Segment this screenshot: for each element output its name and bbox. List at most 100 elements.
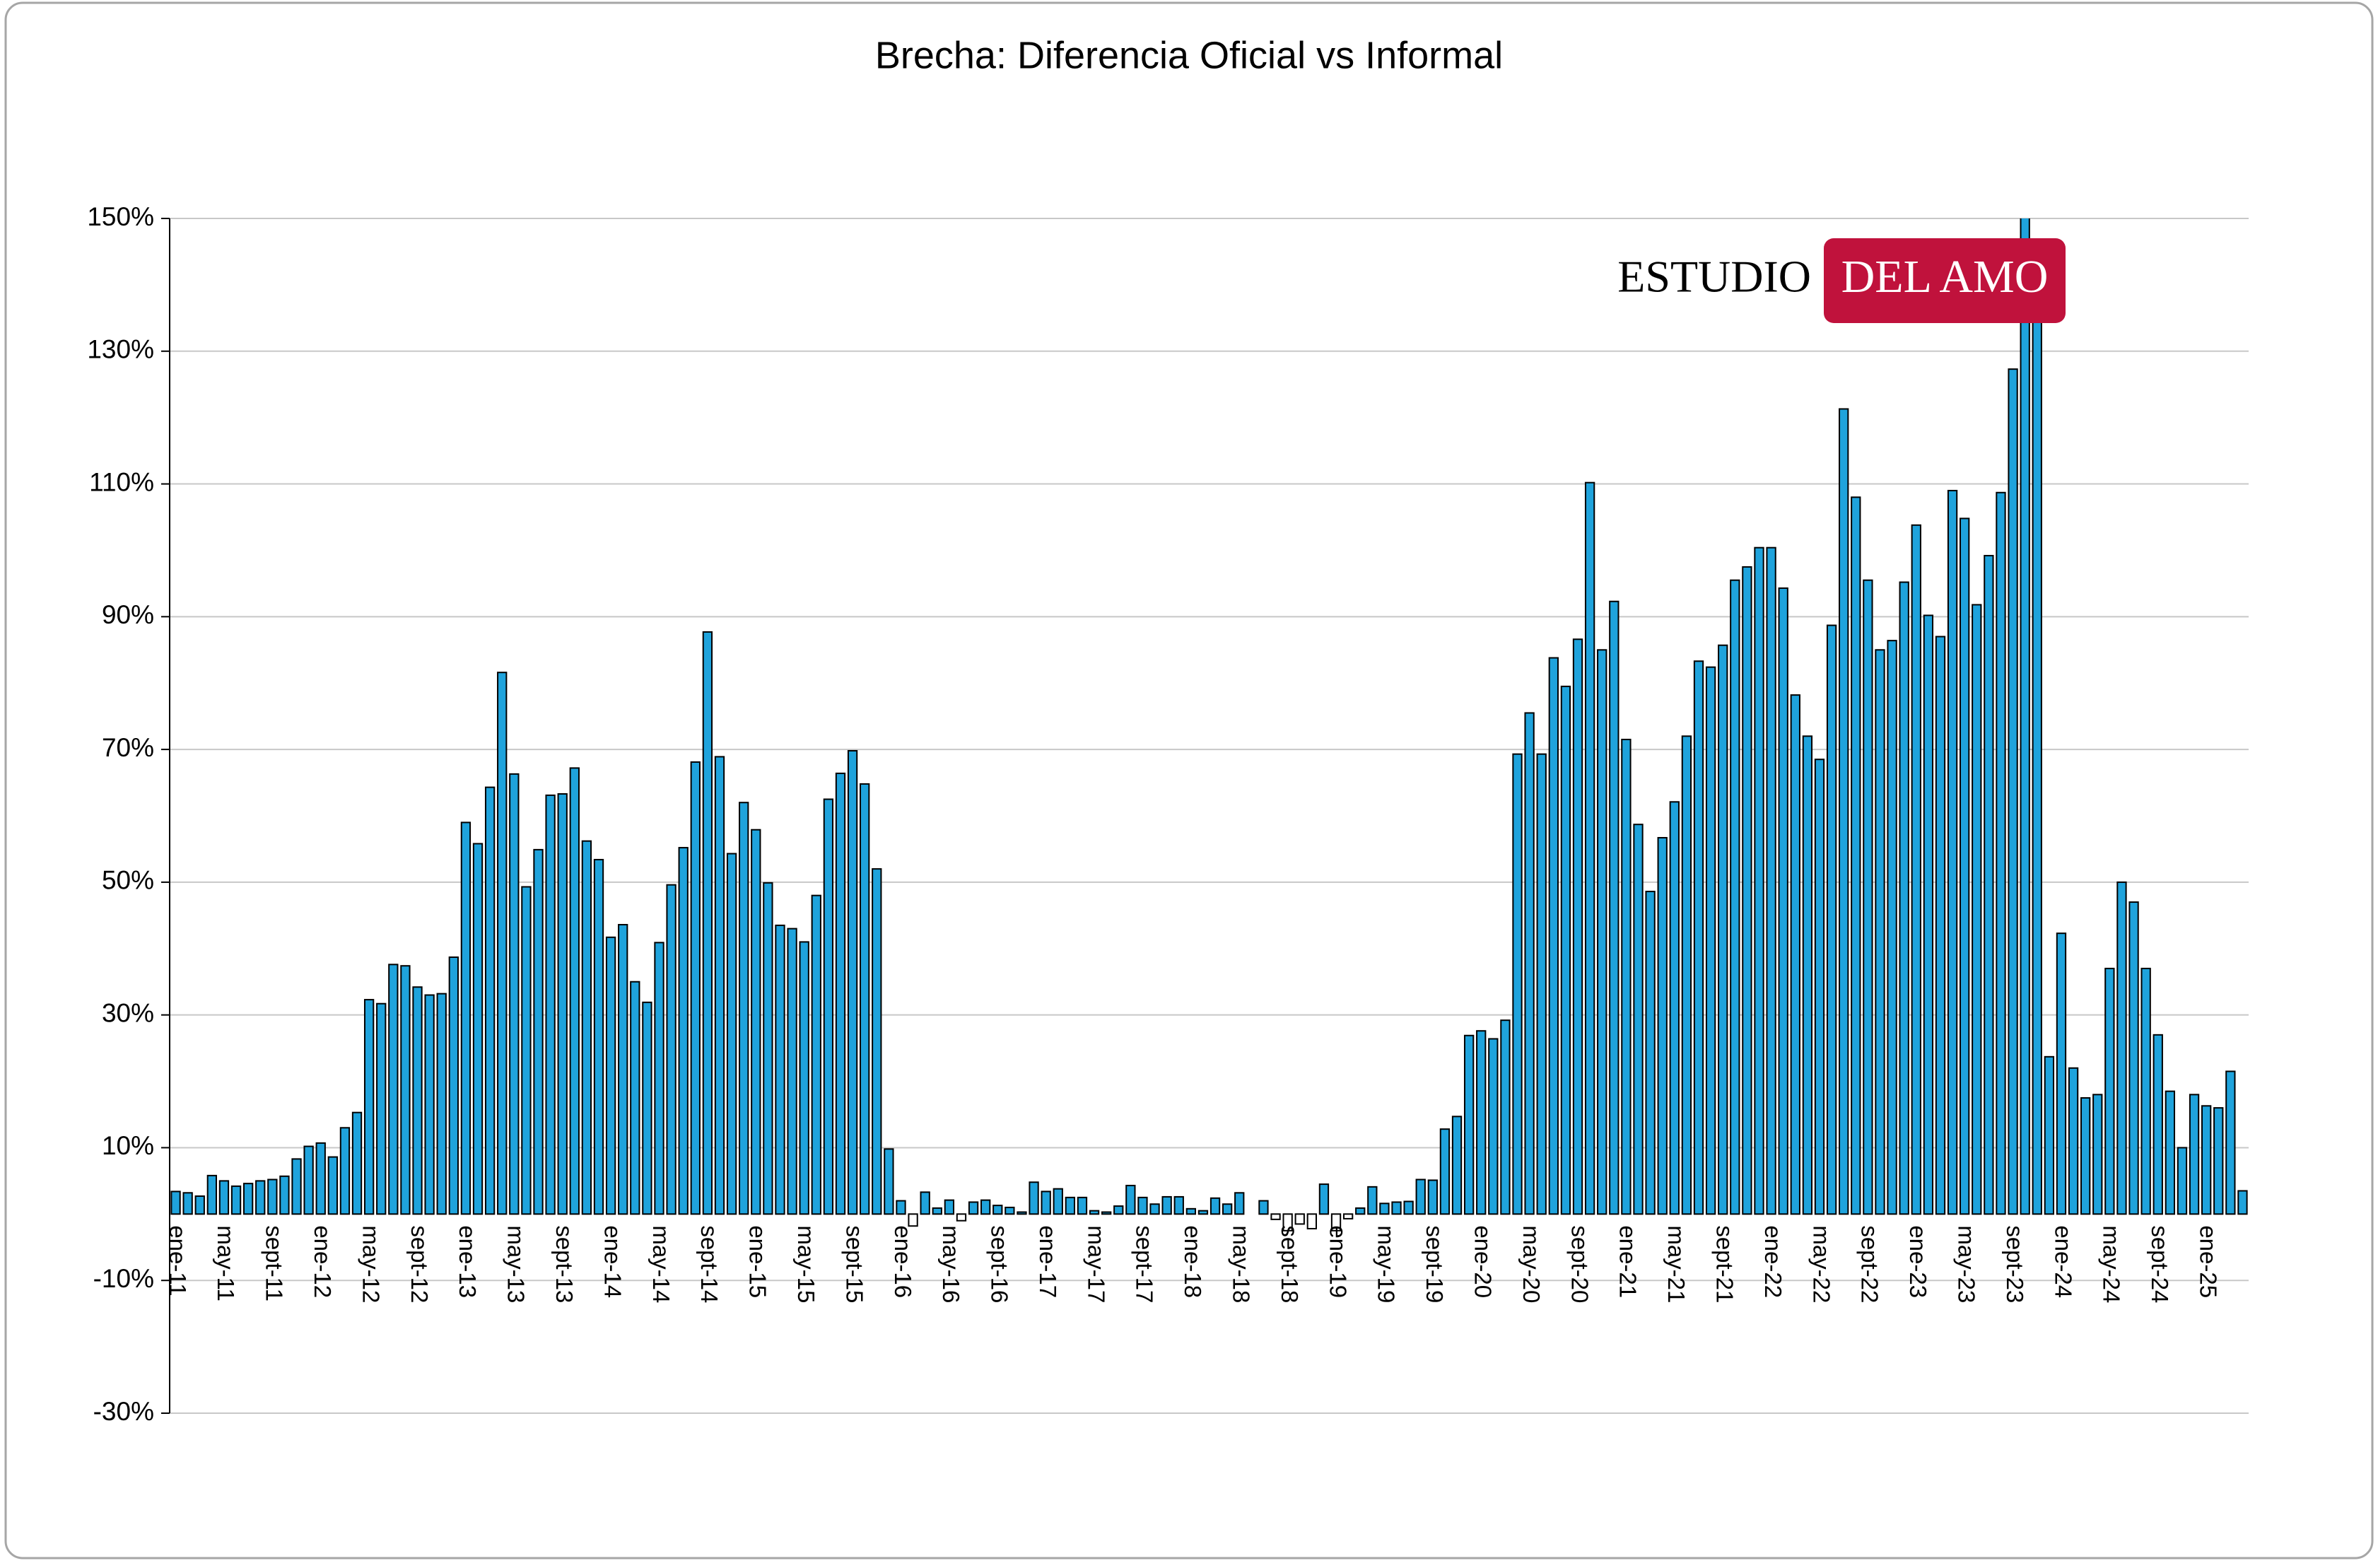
bar — [1125, 1184, 1136, 1215]
bar — [339, 1127, 351, 1215]
bar — [1294, 1213, 1305, 1225]
bar — [2128, 901, 2139, 1215]
x-tick-label: ene-15 — [745, 1225, 771, 1298]
bar — [255, 1180, 266, 1215]
bar — [1197, 1210, 1209, 1215]
x-tick-label: ene-23 — [1905, 1225, 1931, 1298]
y-tick-label: 150% — [87, 202, 154, 231]
bar — [1113, 1205, 1124, 1215]
bar — [1149, 1203, 1160, 1215]
bar — [1633, 824, 1644, 1215]
bar — [835, 772, 846, 1215]
bar — [872, 868, 882, 1215]
bar — [1500, 1019, 1511, 1215]
bar — [1222, 1203, 1233, 1215]
bar — [303, 1145, 314, 1215]
x-tick-label: ene-20 — [1470, 1225, 1496, 1298]
bar — [2213, 1107, 2224, 1215]
bar — [1960, 517, 1970, 1215]
bar — [291, 1158, 302, 1215]
bar — [242, 1183, 254, 1215]
bar — [896, 1200, 906, 1215]
bar — [1935, 636, 1946, 1215]
x-tick-label: may-17 — [1083, 1225, 1109, 1303]
bar — [2177, 1147, 2188, 1215]
x-tick-label: ene-12 — [310, 1225, 336, 1298]
x-tick-label: may-23 — [1953, 1225, 1979, 1303]
bar — [1754, 546, 1764, 1215]
x-tick-label: may-18 — [1229, 1225, 1255, 1303]
x-tick-label: sept-20 — [1566, 1225, 1593, 1303]
bar — [472, 843, 484, 1215]
bar — [763, 882, 773, 1215]
y-tick-label: 110% — [89, 467, 154, 496]
bar — [545, 794, 556, 1215]
bars — [170, 218, 2248, 1231]
bar — [1330, 1213, 1342, 1231]
bar — [1379, 1203, 1390, 1215]
bar — [1476, 1030, 1487, 1215]
bar — [1077, 1196, 1088, 1215]
x-tick-label: may-19 — [1374, 1225, 1400, 1303]
y-tick-label: 10% — [102, 1131, 154, 1160]
bar — [1524, 712, 1535, 1215]
bar — [860, 783, 870, 1215]
bar — [1161, 1195, 1172, 1215]
bar — [218, 1180, 230, 1215]
bar — [1210, 1197, 1221, 1215]
bar — [823, 798, 834, 1215]
bar — [376, 1002, 387, 1215]
x-tick-label: may-22 — [1808, 1225, 1834, 1303]
x-tick-label: ene-13 — [455, 1225, 481, 1298]
x-tick-label: ene-17 — [1035, 1225, 1061, 1298]
bar — [1814, 759, 1825, 1215]
bar — [521, 886, 532, 1215]
x-tick-label: may-16 — [938, 1225, 964, 1303]
bar — [230, 1185, 242, 1215]
bar — [1972, 604, 1982, 1215]
bar — [714, 756, 725, 1215]
bar — [509, 773, 520, 1215]
bar — [2201, 1105, 2212, 1215]
x-tick-label: may-12 — [358, 1225, 384, 1303]
x-tick-label: may-20 — [1518, 1225, 1545, 1303]
y-tick-label: 70% — [102, 733, 154, 762]
bar — [1053, 1188, 1063, 1215]
bar — [363, 999, 375, 1215]
bar — [1415, 1178, 1426, 1215]
x-tick-label: may-11 — [213, 1225, 239, 1301]
bar — [932, 1207, 942, 1215]
bar — [182, 1192, 193, 1215]
bar — [2237, 1190, 2248, 1215]
bar — [1089, 1210, 1100, 1215]
bar — [920, 1191, 930, 1215]
bar — [351, 1111, 363, 1215]
bar — [412, 986, 423, 1215]
bar — [1041, 1190, 1051, 1215]
x-tick-label: may-14 — [648, 1225, 674, 1303]
x-tick-label: ene-21 — [1615, 1225, 1641, 1298]
bar — [1669, 801, 1680, 1215]
bar — [279, 1175, 290, 1215]
bar — [1923, 614, 1934, 1215]
bar — [593, 858, 604, 1215]
bar — [968, 1201, 979, 1215]
bar — [1790, 694, 1800, 1215]
bar — [956, 1213, 967, 1222]
bar — [1017, 1211, 1027, 1215]
y-tick-label: 30% — [102, 998, 154, 1027]
bar — [581, 840, 592, 1215]
bar — [1826, 624, 1837, 1215]
bar — [739, 802, 749, 1215]
bar — [2056, 932, 2067, 1215]
bar — [1947, 489, 1958, 1215]
bar — [2032, 250, 2042, 1215]
bar — [315, 1142, 326, 1215]
bar — [1029, 1181, 1039, 1215]
bar — [775, 924, 785, 1215]
bar — [533, 848, 544, 1215]
bar — [2020, 218, 2030, 1215]
bar — [1282, 1213, 1293, 1231]
bar — [1355, 1207, 1366, 1215]
